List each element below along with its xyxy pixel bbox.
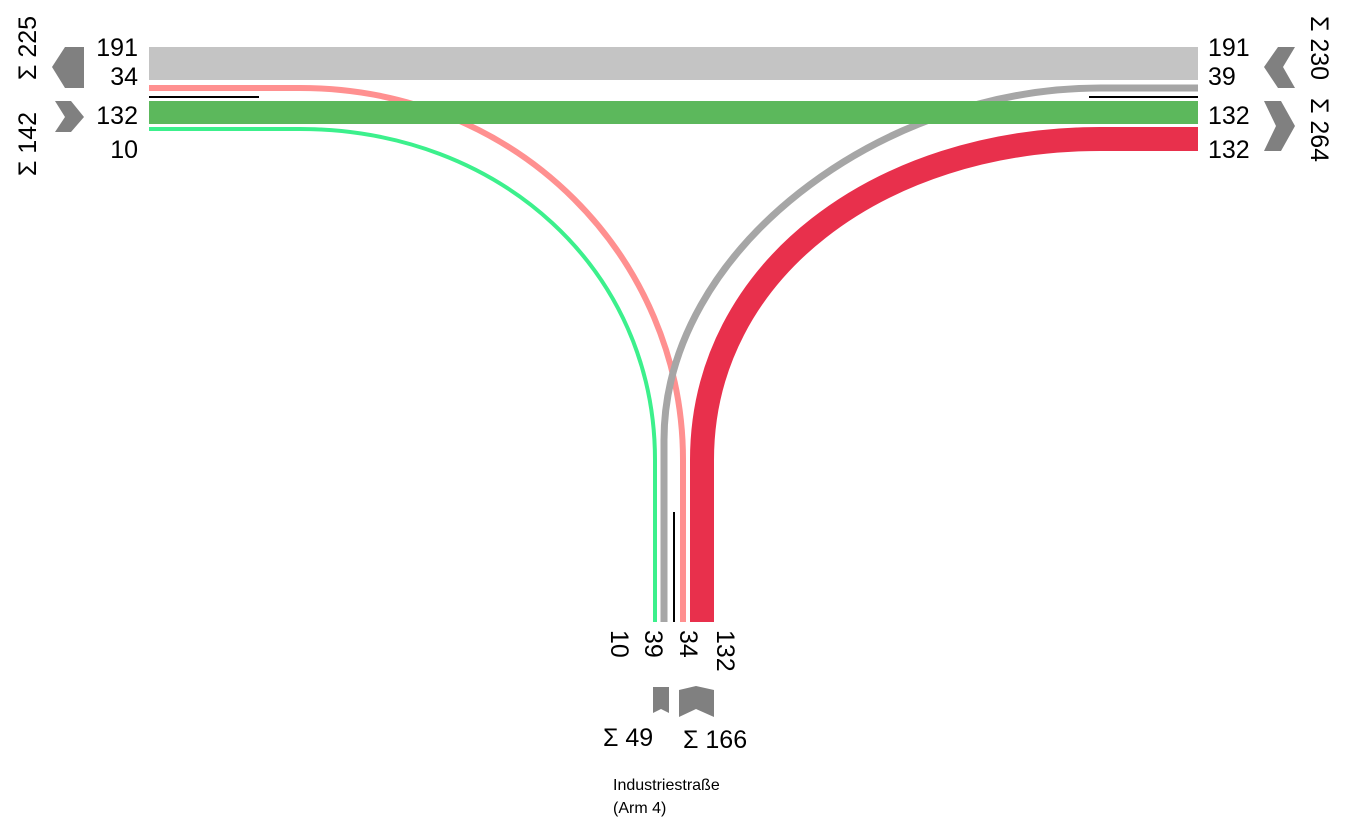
west-outbound-flow-2: 10 <box>110 136 138 164</box>
west-outbound-arrow-icon <box>55 101 84 132</box>
south-to-east-stream <box>690 127 1198 622</box>
south-outbound-arrow-icon <box>653 687 669 713</box>
east-outbound-flow-2: 132 <box>1208 136 1250 164</box>
south-outbound-sum: Σ 49 <box>603 724 653 752</box>
west-inbound-sum: Σ 225 <box>14 16 42 80</box>
east-to-south-stream <box>660 84 1198 622</box>
west-inbound-flow-1: 191 <box>96 34 138 62</box>
south-flow-4: 132 <box>711 630 739 672</box>
west-to-east-through-stream <box>149 101 1198 124</box>
west-inbound-arrow-icon <box>52 47 84 88</box>
south-inbound-sum: Σ 166 <box>683 726 747 754</box>
east-to-west-through-stream <box>149 47 1198 80</box>
east-inbound-sum: Σ 230 <box>1305 16 1333 80</box>
west-outbound-sum: Σ 142 <box>14 112 42 176</box>
west-to-south-stream <box>149 85 686 622</box>
west-inbound-flow-2: 34 <box>110 63 138 91</box>
east-inbound-flow-2: 39 <box>1208 63 1236 91</box>
east-outbound-sum: Σ 264 <box>1305 98 1333 162</box>
south-arm-number: (Arm 4) <box>613 800 666 817</box>
south-flow-3: 34 <box>674 630 702 658</box>
east-inbound-flow-1: 191 <box>1208 34 1250 62</box>
east-outbound-flow-1: 132 <box>1208 102 1250 130</box>
south-flow-1: 10 <box>605 630 633 658</box>
east-outbound-arrow-icon <box>1264 101 1295 151</box>
west-outbound-flow-1: 132 <box>96 102 138 130</box>
south-inbound-arrow-icon <box>679 686 714 717</box>
south-to-west-stream <box>149 127 657 622</box>
south-arm-name: Industriestraße <box>613 777 720 794</box>
south-flow-2: 39 <box>639 630 667 658</box>
east-inbound-arrow-icon <box>1264 47 1295 88</box>
